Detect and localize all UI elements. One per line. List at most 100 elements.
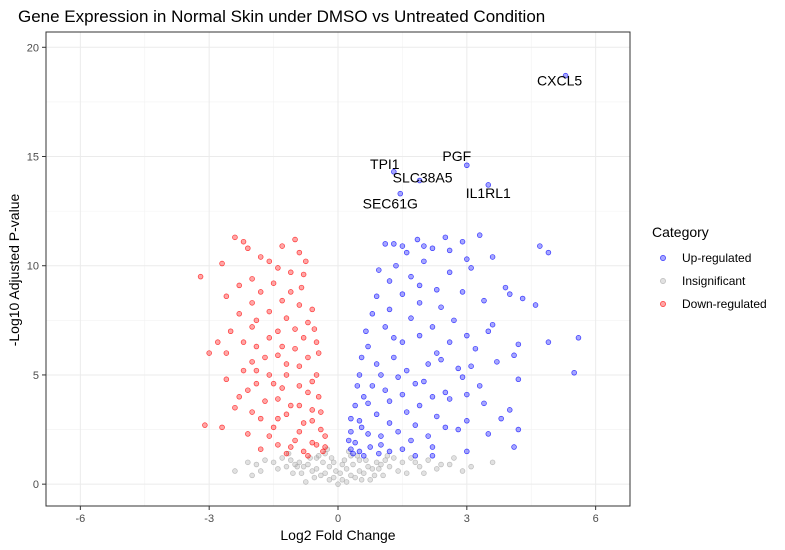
y-tick-label: 15	[27, 152, 39, 164]
legend-key-up-regulated	[660, 255, 666, 261]
point-insignificant	[335, 481, 341, 487]
point-insignificant	[416, 463, 423, 470]
point-down-regulated	[300, 448, 307, 455]
point-up-regulated	[464, 418, 470, 424]
point-insignificant	[341, 457, 348, 463]
point-down-regulated	[305, 319, 311, 326]
point-insignificant	[399, 459, 406, 466]
point-up-regulated	[571, 370, 577, 376]
point-up-regulated	[354, 383, 361, 389]
plot-area	[45, 31, 631, 507]
point-up-regulated	[429, 444, 436, 450]
point-up-regulated	[472, 345, 479, 352]
point-up-regulated	[386, 306, 393, 313]
point-up-regulated	[434, 350, 440, 356]
point-insignificant	[350, 461, 356, 468]
point-down-regulated	[320, 448, 326, 455]
point-insignificant	[373, 459, 380, 466]
point-insignificant	[343, 479, 350, 485]
point-insignificant	[365, 463, 371, 470]
point-up-regulated	[507, 291, 513, 297]
point-up-regulated	[376, 450, 382, 457]
point-insignificant	[358, 477, 365, 483]
gene-label-il1rl1: IL1RL1	[466, 185, 511, 201]
point-up-regulated	[356, 448, 363, 455]
point-down-regulated	[270, 424, 277, 431]
point-insignificant	[305, 461, 311, 468]
legend-label-insignificant: Insignificant	[682, 274, 746, 288]
point-insignificant	[438, 461, 444, 468]
point-insignificant	[294, 463, 300, 470]
point-insignificant	[356, 457, 363, 463]
point-up-regulated	[451, 317, 457, 324]
point-insignificant	[451, 455, 457, 461]
point-up-regulated	[442, 424, 449, 431]
point-down-regulated	[249, 300, 255, 306]
point-insignificant	[356, 468, 363, 474]
point-insignificant	[363, 457, 369, 463]
gene-label-cxcl5: CXCL5	[537, 73, 582, 89]
point-down-regulated	[266, 258, 273, 265]
point-insignificant	[354, 453, 361, 459]
point-insignificant	[337, 470, 343, 476]
point-up-regulated	[369, 383, 376, 389]
series-up-regulated	[345, 72, 582, 459]
point-up-regulated	[391, 354, 397, 361]
point-up-regulated	[352, 402, 358, 409]
point-down-regulated	[288, 444, 294, 450]
point-insignificant	[283, 463, 290, 470]
point-up-regulated	[378, 442, 384, 448]
point-insignificant	[468, 463, 474, 470]
point-up-regulated	[399, 446, 406, 452]
point-down-regulated	[318, 409, 324, 415]
gene-label-sec61g: SEC61G	[363, 196, 418, 212]
point-up-regulated	[498, 415, 504, 422]
point-up-regulated	[537, 243, 543, 249]
legend-label-down-regulated: Down-regulated	[682, 297, 767, 311]
point-down-regulated	[236, 282, 242, 289]
point-insignificant	[382, 457, 388, 463]
point-up-regulated	[414, 236, 421, 243]
point-down-regulated	[318, 426, 324, 433]
point-insignificant	[290, 470, 296, 476]
point-up-regulated	[421, 243, 427, 249]
x-tick-label: -3	[204, 513, 214, 525]
point-up-regulated	[382, 241, 388, 247]
point-down-regulated	[322, 433, 328, 439]
point-up-regulated	[442, 389, 449, 396]
point-insignificant	[296, 459, 303, 466]
point-insignificant	[489, 459, 496, 466]
point-down-regulated	[240, 367, 247, 374]
point-up-regulated	[429, 324, 436, 330]
point-down-regulated	[279, 243, 285, 249]
point-insignificant	[328, 455, 335, 461]
point-up-regulated	[481, 297, 487, 304]
series-insignificant	[232, 446, 496, 487]
point-up-regulated	[408, 273, 414, 280]
point-up-regulated	[489, 254, 496, 260]
point-down-regulated	[253, 343, 260, 350]
point-insignificant	[395, 468, 401, 474]
point-down-regulated	[300, 335, 307, 341]
point-up-regulated	[459, 374, 466, 380]
point-down-regulated	[283, 315, 290, 321]
point-down-regulated	[219, 424, 225, 431]
point-sec61g	[397, 190, 404, 197]
point-up-regulated	[348, 446, 354, 452]
point-up-regulated	[446, 396, 453, 402]
point-down-regulated	[298, 284, 305, 291]
point-down-regulated	[262, 398, 268, 404]
point-up-regulated	[438, 304, 444, 310]
point-down-regulated	[305, 453, 311, 459]
point-up-regulated	[425, 361, 431, 367]
point-up-regulated	[373, 361, 380, 367]
point-up-regulated	[382, 324, 388, 330]
point-up-regulated	[446, 247, 453, 254]
point-up-regulated	[429, 453, 436, 459]
legend-items: Up-regulated Insignificant Down-regulated	[660, 251, 767, 311]
point-down-regulated	[296, 383, 303, 389]
point-down-regulated	[202, 422, 208, 428]
point-down-regulated	[279, 385, 285, 391]
point-down-regulated	[296, 428, 303, 435]
point-up-regulated	[515, 426, 522, 433]
